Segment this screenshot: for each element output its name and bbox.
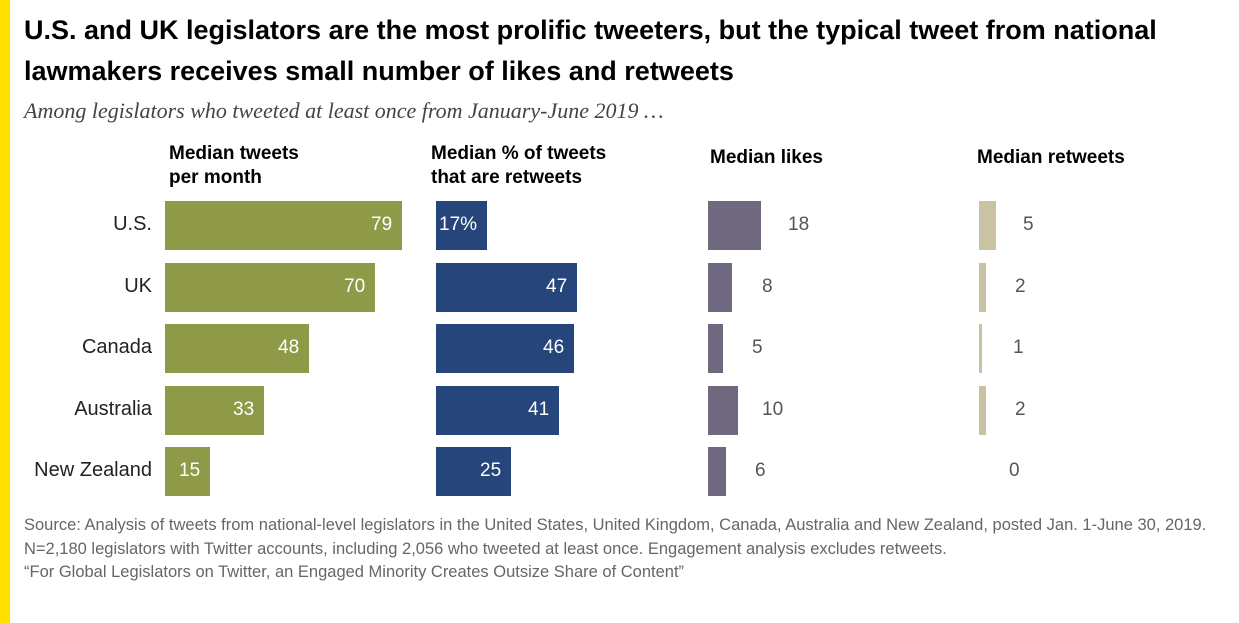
bar-retweet-pct-2 [436, 324, 574, 373]
row-label-uk: UK [124, 275, 152, 297]
bar-tweets-per-month-3 [165, 386, 264, 435]
bar-likes-0 [708, 201, 761, 250]
bar-retweet-pct-1 [436, 263, 577, 312]
chart-subtitle: Among legislators who tweeted at least o… [24, 98, 664, 123]
bar-tweets-per-month-1 [165, 263, 375, 312]
value-label-retweet-pct-1: 47 [546, 276, 568, 297]
row-label-canada: Canada [81, 336, 152, 358]
source-text: Source: Analysis of tweets from national… [24, 516, 1207, 558]
value-label-retweets-1: 2 [1015, 276, 1026, 297]
bar-retweets-2 [979, 324, 982, 373]
value-label-retweet-pct-0: 17% [439, 214, 478, 235]
value-label-tweets-per-month-1: 70 [344, 276, 366, 297]
report-title: “For Global Legislators on Twitter, an E… [24, 563, 685, 581]
bar-likes-1 [708, 263, 732, 312]
bar-retweet-pct-4 [436, 447, 511, 496]
row-label-australia: Australia [74, 398, 152, 420]
header-median-retweets: Median retweets [977, 147, 1125, 168]
bar-retweets-1 [979, 263, 986, 312]
value-label-retweet-pct-4: 25 [480, 460, 502, 481]
value-label-retweets-2: 1 [1013, 337, 1024, 358]
header-median-retweet-pct: Median % of tweets that are retweets [431, 143, 607, 188]
value-label-retweet-pct-3: 41 [528, 399, 550, 420]
bar-retweet-pct-3 [436, 386, 559, 435]
value-label-tweets-per-month-4: 15 [179, 460, 201, 481]
bar-tweets-per-month-0 [165, 201, 402, 250]
value-label-likes-1: 8 [762, 276, 773, 297]
bar-likes-3 [708, 386, 738, 435]
row-label-new-zealand: New Zealand [34, 459, 152, 481]
value-label-likes-2: 5 [752, 337, 763, 358]
bar-likes-4 [708, 447, 726, 496]
chart-title: U.S. and UK legislators are the most pro… [24, 15, 1157, 86]
accent-bar [0, 0, 10, 623]
bar-tweets-per-month-2 [165, 324, 309, 373]
bar-tweets-per-month-4 [165, 447, 210, 496]
value-label-retweets-0: 5 [1023, 214, 1034, 235]
value-label-retweets-3: 2 [1015, 399, 1026, 420]
row-label-u-s: U.S. [113, 213, 152, 235]
bar-retweets-3 [979, 386, 986, 435]
bar-retweet-pct-0 [436, 201, 487, 250]
value-label-tweets-per-month-0: 79 [371, 214, 393, 235]
value-label-likes-3: 10 [762, 399, 784, 420]
value-label-retweet-pct-2: 46 [543, 337, 565, 358]
header-median-likes: Median likes [710, 147, 823, 168]
bar-likes-2 [708, 324, 723, 373]
value-label-likes-4: 6 [755, 460, 766, 481]
bar-retweets-0 [979, 201, 996, 250]
value-label-tweets-per-month-2: 48 [278, 337, 300, 358]
value-label-likes-0: 18 [788, 214, 810, 235]
value-label-retweets-4: 0 [1009, 460, 1020, 481]
header-median-tweets: Median tweets per month [169, 143, 299, 188]
value-label-tweets-per-month-3: 33 [233, 399, 255, 420]
source-note: Source: Analysis of tweets from national… [24, 514, 1219, 585]
